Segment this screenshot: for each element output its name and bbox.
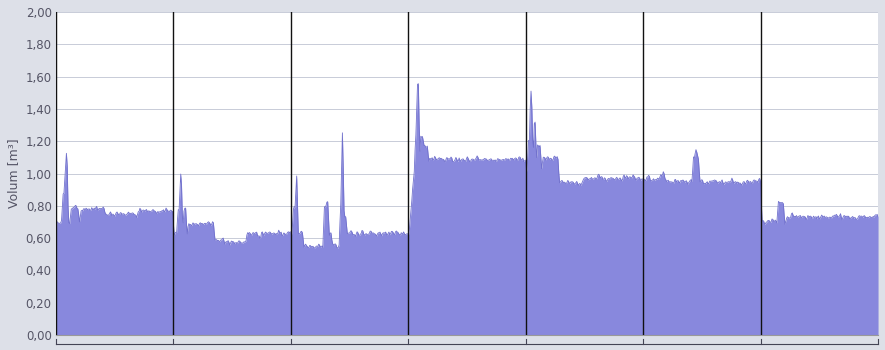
Y-axis label: Volum [m³]: Volum [m³] xyxy=(7,139,20,208)
